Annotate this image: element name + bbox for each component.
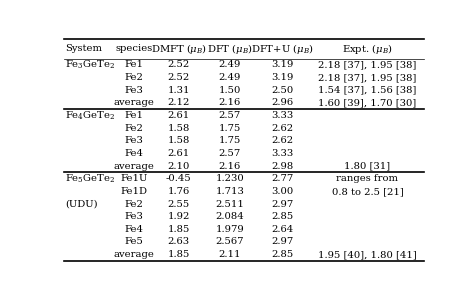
Text: 2.567: 2.567 [216, 237, 244, 247]
Text: 2.96: 2.96 [272, 98, 294, 107]
Text: 1.92: 1.92 [167, 212, 190, 221]
Text: 1.75: 1.75 [219, 136, 241, 145]
Text: 2.85: 2.85 [272, 212, 294, 221]
Text: ranges from: ranges from [337, 174, 399, 183]
Text: 1.95 [40], 1.80 [41]: 1.95 [40], 1.80 [41] [318, 250, 417, 259]
Text: DFT ($\mu_B$): DFT ($\mu_B$) [207, 42, 253, 56]
Text: 2.16: 2.16 [219, 98, 241, 107]
Text: Fe1: Fe1 [125, 111, 144, 120]
Text: 2.18 [37], 1.95 [38]: 2.18 [37], 1.95 [38] [318, 60, 417, 69]
Text: Fe3: Fe3 [125, 136, 144, 145]
Text: Fe3: Fe3 [125, 212, 144, 221]
Text: 2.57: 2.57 [219, 149, 241, 158]
Text: 2.52: 2.52 [168, 60, 190, 69]
Text: 3.33: 3.33 [272, 111, 294, 120]
Text: 1.85: 1.85 [167, 250, 190, 259]
Text: DMFT ($\mu_B$): DMFT ($\mu_B$) [151, 42, 207, 56]
Text: 1.80 [31]: 1.80 [31] [345, 162, 391, 170]
Text: (UDU): (UDU) [65, 200, 98, 208]
Text: 2.62: 2.62 [272, 124, 294, 133]
Text: 2.77: 2.77 [272, 174, 294, 183]
Text: 0.8 to 2.5 [21]: 0.8 to 2.5 [21] [332, 187, 403, 196]
Text: 2.97: 2.97 [272, 200, 294, 208]
Text: 1.60 [39], 1.70 [30]: 1.60 [39], 1.70 [30] [319, 98, 417, 107]
Text: 2.10: 2.10 [167, 162, 190, 170]
Text: Fe4: Fe4 [125, 225, 144, 234]
Text: 3.19: 3.19 [272, 73, 294, 82]
Text: System: System [65, 44, 102, 53]
Text: Fe$_3$GeTe$_2$: Fe$_3$GeTe$_2$ [65, 59, 115, 71]
Text: 2.57: 2.57 [219, 111, 241, 120]
Text: 2.63: 2.63 [168, 237, 190, 247]
Text: DFT+U ($\mu_B$): DFT+U ($\mu_B$) [252, 42, 314, 56]
Text: 2.64: 2.64 [272, 225, 294, 234]
Text: Fe2: Fe2 [125, 200, 144, 208]
Text: 2.98: 2.98 [272, 162, 294, 170]
Text: 1.31: 1.31 [167, 86, 190, 95]
Text: 2.11: 2.11 [219, 250, 241, 259]
Text: 3.33: 3.33 [272, 149, 294, 158]
Text: average: average [114, 250, 155, 259]
Text: Fe2: Fe2 [125, 124, 144, 133]
Text: 1.76: 1.76 [168, 187, 190, 196]
Text: 2.50: 2.50 [272, 86, 294, 95]
Text: Expt. ($\mu_B$): Expt. ($\mu_B$) [342, 42, 393, 56]
Text: average: average [114, 98, 155, 107]
Text: 2.16: 2.16 [219, 162, 241, 170]
Text: 2.511: 2.511 [215, 200, 244, 208]
Text: Fe1: Fe1 [125, 60, 144, 69]
Text: average: average [114, 162, 155, 170]
Text: Fe3: Fe3 [125, 86, 144, 95]
Text: 1.58: 1.58 [167, 124, 190, 133]
Text: Fe4: Fe4 [125, 149, 144, 158]
Text: 1.230: 1.230 [215, 174, 244, 183]
Text: 2.49: 2.49 [219, 60, 241, 69]
Text: Fe$_4$GeTe$_2$: Fe$_4$GeTe$_2$ [65, 109, 115, 122]
Text: Fe$_5$GeTe$_2$: Fe$_5$GeTe$_2$ [65, 173, 115, 185]
Text: Fe1D: Fe1D [120, 187, 147, 196]
Text: 1.50: 1.50 [219, 86, 241, 95]
Text: 1.58: 1.58 [167, 136, 190, 145]
Text: 2.55: 2.55 [168, 200, 190, 208]
Text: Fe5: Fe5 [125, 237, 144, 247]
Text: 2.49: 2.49 [219, 73, 241, 82]
Text: 2.97: 2.97 [272, 237, 294, 247]
Text: 2.52: 2.52 [168, 73, 190, 82]
Text: 3.19: 3.19 [272, 60, 294, 69]
Text: -0.45: -0.45 [166, 174, 191, 183]
Text: 1.75: 1.75 [219, 124, 241, 133]
Text: Fe1U: Fe1U [120, 174, 148, 183]
Text: 1.979: 1.979 [215, 225, 244, 234]
Text: 2.85: 2.85 [272, 250, 294, 259]
Text: 1.54 [37], 1.56 [38]: 1.54 [37], 1.56 [38] [318, 86, 417, 95]
Text: 2.62: 2.62 [272, 136, 294, 145]
Text: 2.61: 2.61 [168, 149, 190, 158]
Text: 2.084: 2.084 [215, 212, 244, 221]
Text: 3.00: 3.00 [272, 187, 294, 196]
Text: 2.12: 2.12 [167, 98, 190, 107]
Text: 2.61: 2.61 [168, 111, 190, 120]
Text: 1.85: 1.85 [167, 225, 190, 234]
Text: 2.18 [37], 1.95 [38]: 2.18 [37], 1.95 [38] [318, 73, 417, 82]
Text: species: species [115, 44, 153, 53]
Text: Fe2: Fe2 [125, 73, 144, 82]
Text: 1.713: 1.713 [215, 187, 244, 196]
